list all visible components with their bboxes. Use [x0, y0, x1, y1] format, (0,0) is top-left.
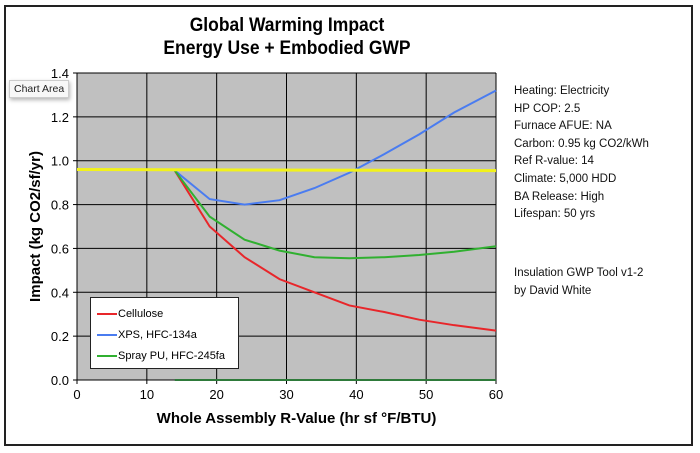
info-ba-release: BA Release: High [514, 190, 605, 203]
y-tick-label: 1.2 [51, 110, 69, 125]
legend-label: Spray PU, HFC-245fa [118, 350, 225, 362]
chart-frame [4, 5, 693, 446]
y-axis-label: Impact (kg CO2/sf/yr) [27, 151, 44, 302]
y-tick-label: 1.0 [51, 154, 69, 169]
legend-swatch [97, 355, 117, 357]
legend-item-spray-pu: Spray PU, HFC-245fa [97, 349, 225, 363]
credit: Insulation GWP Tool v1-2 by David White [514, 265, 643, 300]
y-tick-label: 0.2 [51, 329, 69, 344]
series-line-spray-pu-hfc-245fa [173, 169, 497, 260]
credit-author: by David White [514, 284, 592, 297]
x-tick-label: 10 [140, 387, 154, 402]
assumptions-panel: Heating: Electricity HP COP: 2.5 Furnace… [514, 83, 649, 224]
legend-label: XPS, HFC-134a [118, 329, 197, 341]
x-tick-label: 20 [209, 387, 223, 402]
legend-label: Cellulose [118, 308, 164, 320]
chart-title-line-2: Energy Use + Embodied GWP [163, 38, 411, 59]
x-tick-label: 0 [73, 387, 80, 402]
chart-area-tooltip: Chart Area [9, 80, 70, 98]
info-climate: Climate: 5,000 HDD [514, 172, 617, 185]
x-axis-label: Whole Assembly R-Value (hr sf °F/BTU) [157, 410, 437, 427]
legend[interactable]: Cellulose XPS, HFC-134a Spray PU, HFC-24… [90, 297, 239, 369]
info-lifespan: Lifespan: 50 yrs [514, 208, 596, 221]
chart-title: Global Warming Impact Energy Use + Embod… [77, 14, 497, 60]
legend-swatch [97, 334, 117, 336]
info-furnace-afue: Furnace AFUE: NA [514, 120, 612, 133]
info-hp-cop: HP COP: 2.5 [514, 102, 581, 115]
legend-item-cellulose: Cellulose [97, 307, 163, 321]
y-tick-label: 0.6 [51, 241, 69, 256]
info-ref-r-value: Ref R-value: 14 [514, 155, 594, 168]
series-line-cellulose [173, 170, 497, 332]
chart-title-line-1: Global Warming Impact [189, 15, 385, 36]
info-carbon: Carbon: 0.95 kg CO2/kWh [514, 137, 649, 150]
series-line-unnamed-3 [76, 167, 497, 173]
x-tick-label: 30 [279, 387, 293, 402]
credit-tool: Insulation GWP Tool v1-2 [514, 267, 644, 279]
legend-swatch [97, 313, 117, 315]
y-tick-label: 0.4 [51, 285, 69, 300]
y-tick-label: 1.4 [51, 66, 69, 81]
series-line-xps-hfc-134a [174, 89, 497, 206]
x-tick-label: 50 [419, 387, 433, 402]
x-tick-label: 40 [349, 387, 363, 402]
info-heating: Heating: Electricity [514, 85, 610, 97]
y-tick-label: 0.8 [51, 198, 69, 213]
x-tick-label: 60 [489, 387, 503, 402]
y-tick-label: 0.0 [51, 373, 69, 388]
legend-item-xps: XPS, HFC-134a [97, 328, 197, 342]
